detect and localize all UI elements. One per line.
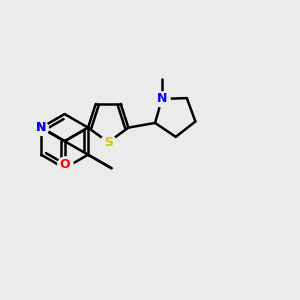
Text: N: N xyxy=(36,121,46,134)
Text: O: O xyxy=(59,158,70,171)
Text: N: N xyxy=(36,121,46,134)
Text: S: S xyxy=(104,136,113,149)
Text: N: N xyxy=(157,92,167,106)
